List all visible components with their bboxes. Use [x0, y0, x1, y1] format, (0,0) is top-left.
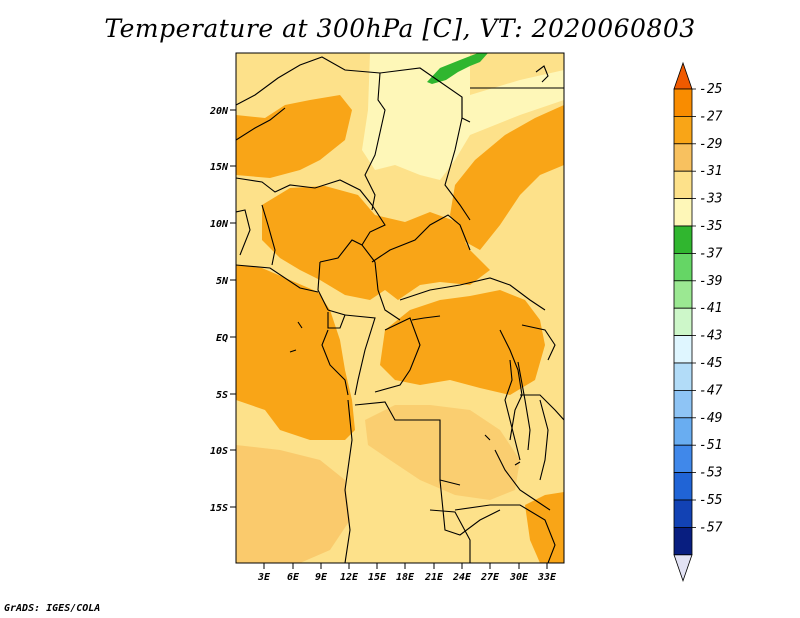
- colorbar-box: [673, 417, 693, 446]
- colorbar-label: -35: [699, 219, 723, 234]
- lon-label: 27E: [480, 572, 500, 583]
- colorbar-label: -43: [699, 329, 722, 344]
- lon-label: 6E: [287, 572, 300, 583]
- colorbar-label: -45: [699, 356, 723, 371]
- field-warm-nw: [236, 95, 352, 178]
- colorbar-label: -39: [699, 274, 722, 289]
- lat-label: EQ: [216, 333, 228, 344]
- field-warm-se: [525, 492, 564, 563]
- colorbar-label: -55: [699, 493, 723, 508]
- colorbar-box: [673, 280, 693, 309]
- colorbar-top-triangle: [673, 61, 693, 90]
- lon-label: 33E: [537, 572, 557, 583]
- colorbar-box: [673, 143, 693, 172]
- lon-label: 3E: [257, 572, 271, 583]
- colorbar-box: [673, 444, 693, 474]
- field-warm-west: [236, 265, 355, 440]
- lon-label: 18E: [396, 572, 415, 583]
- chart-title: Temperature at 300hPa [C], VT: 202006080…: [104, 14, 696, 43]
- lon-label: 12E: [340, 572, 359, 583]
- colorbar-label: -25: [699, 82, 723, 97]
- colorbar-box: [673, 472, 693, 501]
- lat-label: 20N: [209, 106, 229, 117]
- lon-label: 24E: [452, 572, 472, 583]
- lon-label: 9E: [315, 572, 328, 583]
- colorbar-box: [673, 252, 693, 282]
- colorbar-box: [673, 307, 693, 337]
- grads-credit: GrADS: IGES/COLA: [4, 603, 101, 614]
- colorbar-label: -49: [699, 411, 722, 426]
- colorbar: -25 -27 -29 -31 -33 -35 -37 -39 -41 -43 -45 -47 -49 -…: [673, 61, 723, 583]
- colorbar-label: -51: [699, 438, 722, 453]
- colorbar-box: [673, 198, 693, 227]
- colorbar-box: [673, 225, 693, 254]
- lat-label: 5S: [216, 390, 228, 401]
- lat-label: 5N: [216, 276, 229, 287]
- colorbar-box: [673, 170, 693, 199]
- colorbar-label: -29: [699, 137, 722, 152]
- colorbar-label: -31: [699, 164, 722, 179]
- colorbar-box: [673, 389, 693, 419]
- colorbar-bottom-triangle: [673, 554, 693, 583]
- lon-ticks: [263, 563, 548, 569]
- colorbar-label: -57: [699, 520, 723, 535]
- field-warm-ne: [450, 105, 564, 250]
- colorbar-box: [673, 116, 693, 145]
- colorbar-label: -53: [699, 466, 722, 481]
- field-light-north: [362, 53, 564, 180]
- lat-label: 15N: [210, 162, 229, 173]
- country-borders: [236, 56, 564, 563]
- colorbar-box: [673, 88, 693, 117]
- lon-label: 21E: [424, 572, 444, 583]
- lat-ticks: [230, 109, 236, 508]
- colorbar-label: -33: [699, 192, 722, 207]
- colorbar-label: -27: [699, 109, 723, 124]
- colorbar-box: [673, 362, 693, 391]
- lon-label: 30E: [509, 572, 529, 583]
- map-frame: [235, 52, 565, 564]
- colorbar-label: -37: [699, 246, 723, 261]
- lat-labels: 20N 15N 10N 5N EQ 5S 10S 15S: [209, 106, 229, 514]
- lon-label: 15E: [368, 572, 387, 583]
- colorbar-box: [673, 499, 693, 528]
- field-green-patch: [427, 53, 488, 84]
- colorbar-label: -47: [699, 383, 723, 398]
- colorbar-box: [673, 527, 693, 556]
- lat-label: 10N: [210, 219, 229, 230]
- lon-labels: 3E 6E 9E 12E 15E 18E 21E 24E 27E 30E 33E: [257, 572, 557, 583]
- lat-label: 15S: [210, 503, 228, 514]
- colorbar-box: [673, 335, 693, 364]
- lat-label: 10S: [210, 446, 228, 457]
- field-light-south: [365, 405, 520, 500]
- field-warm-congo: [380, 290, 545, 395]
- field-light-sw: [236, 445, 350, 563]
- temperature-field: [236, 53, 564, 563]
- colorbar-label: -41: [699, 301, 722, 316]
